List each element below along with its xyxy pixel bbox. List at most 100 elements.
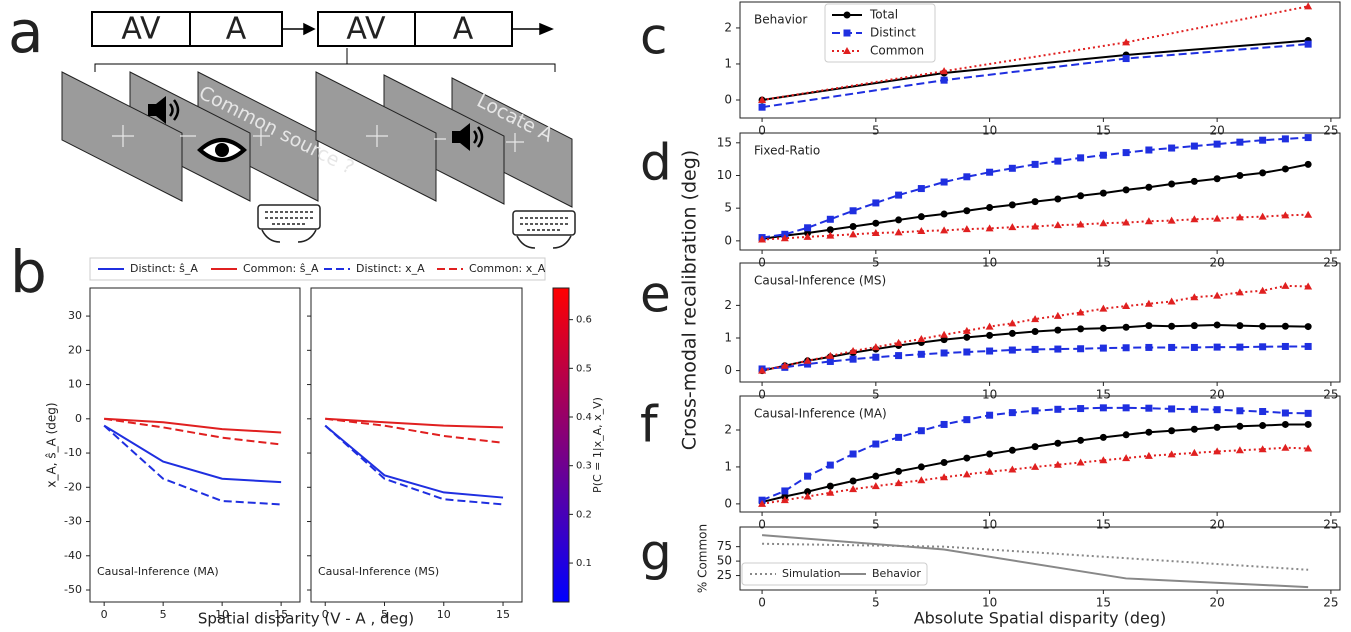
marker [917,463,925,471]
legend-box [89,257,546,281]
marker [758,95,767,103]
plot-frame [739,132,1341,251]
series-line [103,424,282,506]
marker [1190,448,1199,456]
marker [1213,214,1222,222]
marker [1213,406,1221,414]
marker [1168,180,1176,188]
marker [895,216,903,224]
marker [849,450,857,458]
marker [963,333,971,341]
marker [986,347,994,355]
sequence-box [189,11,283,47]
marker [1122,149,1130,157]
marker [1281,443,1290,451]
marker [1122,404,1130,412]
marker [940,330,949,338]
y-axis-label: x_A, ŝ_A (deg) [45,402,59,487]
marker [1304,420,1312,428]
marker [940,336,948,344]
panel-label: a [8,0,44,66]
marker [1304,282,1313,290]
panel-label: b [10,238,47,306]
marker [1236,322,1244,330]
marker [894,228,903,236]
marker [781,487,789,495]
marker [849,347,858,355]
marker [1076,308,1085,316]
series-line [324,424,504,506]
sequence-label: AV [121,12,161,47]
marker [1304,323,1312,331]
fixation-cross [112,125,524,152]
marker [1190,343,1198,351]
x-tick-label: 20 [1209,124,1224,138]
y-tick-label: 10 [717,168,732,182]
colorbar-label: P(C = 1|x_A, x_V) [591,397,604,493]
y-tick-label: 2 [724,298,732,312]
marker [1031,198,1039,206]
y-tick-label: 1 [724,459,732,473]
x-tick-label: 5 [872,596,880,610]
marker [1167,216,1176,224]
y-tick-label: 0 [724,363,732,377]
marker [1031,160,1039,168]
marker [1304,210,1313,218]
marker [963,416,971,424]
marker [1304,409,1312,417]
marker [894,338,903,346]
marker [940,458,948,466]
marker [1259,322,1267,330]
sequence-box [91,11,191,47]
marker [1190,425,1198,433]
x-tick-label: 20 [1209,388,1224,402]
colorbar-tick-label: 0.2 [576,509,592,520]
marker [1122,302,1131,310]
marker [1145,343,1153,351]
x-tick-label: 25 [1323,518,1338,532]
marker [1145,322,1153,330]
arrow [282,22,554,36]
panel-label: g [640,524,672,582]
y-tick-label: 2 [724,422,732,436]
y-tick-label: 1 [724,330,732,344]
marker [985,467,994,475]
marker [826,482,834,490]
marker [1281,211,1290,219]
series-line [762,542,1309,571]
x-tick-label: 5 [381,608,388,621]
marker [1054,195,1062,203]
x-tick-label: 15 [1096,596,1111,610]
x-tick-label: 15 [1096,518,1111,532]
marker [1190,142,1198,150]
y-tick-label: 2 [724,20,732,34]
marker [1168,144,1176,152]
plot-frame [89,287,301,603]
marker [780,496,789,504]
marker [1190,215,1199,223]
subplot-title: Causal-Inference (MA) [97,565,219,578]
marker [1258,445,1267,453]
x-tick-label: 10 [982,388,997,402]
marker [849,485,858,493]
marker [986,331,994,339]
marker [917,476,926,484]
series-line [103,424,282,484]
marker [1077,405,1085,413]
speaker-icon [148,96,484,151]
marker [1122,323,1130,331]
colorbar-tick-label: 0.6 [576,315,592,326]
marker [826,215,834,223]
marker [1236,171,1244,179]
y-axis-label: % Common [696,524,710,593]
y-tick-label: 0 [724,92,732,106]
marker [1144,451,1153,459]
marker [1213,447,1222,455]
marker [1031,345,1039,353]
marker [1190,322,1198,330]
marker [940,210,948,218]
marker [1054,439,1062,447]
series-line [324,424,504,499]
marker [1168,405,1176,413]
marker [1144,217,1153,225]
